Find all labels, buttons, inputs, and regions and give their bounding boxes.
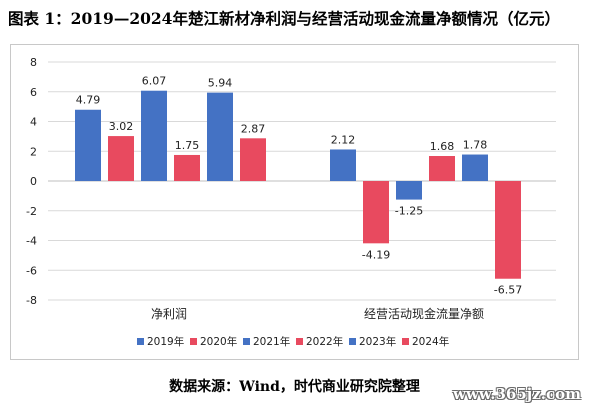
bar	[108, 136, 134, 181]
bar	[330, 149, 356, 181]
legend-label: 2023年	[359, 335, 396, 348]
data-label: 5.94	[208, 77, 233, 90]
legend-swatch	[296, 338, 303, 345]
data-label: 2.12	[331, 133, 356, 146]
bar	[240, 138, 266, 181]
data-label: -4.19	[362, 248, 390, 261]
y-tick-label: 2	[30, 145, 37, 158]
data-label: 1.68	[430, 140, 455, 153]
bar-chart: -8 -6 -4 -2 0 2 4 6 8 4.79 2.12 3.02 -4.19 6.07 -1.25 1…	[26, 56, 556, 348]
watermark: www.365jz.com	[453, 385, 581, 403]
bar	[75, 109, 101, 181]
data-label: -6.57	[494, 284, 522, 297]
bar	[363, 181, 389, 244]
legend-label: 2024年	[412, 335, 449, 348]
legend-swatch	[349, 338, 356, 345]
y-tick-label: -8	[26, 294, 37, 307]
y-tick-label: -6	[26, 264, 37, 277]
category-label: 净利润	[151, 307, 187, 321]
source-note: 数据来源：Wind，时代商业研究院整理	[169, 379, 420, 395]
legend-label: 2021年	[253, 335, 290, 348]
bar	[495, 181, 521, 279]
chart-frame	[10, 44, 579, 360]
data-label: 1.78	[463, 139, 488, 152]
legend-swatch	[402, 338, 409, 345]
data-label: 2.87	[241, 122, 266, 135]
bar	[396, 181, 422, 200]
data-label: 4.79	[76, 94, 101, 107]
legend-swatch	[243, 338, 250, 345]
y-tick-label: -4	[26, 235, 37, 248]
data-label: 3.02	[109, 120, 134, 133]
y-tick-label: 6	[30, 86, 37, 99]
data-label: -1.25	[395, 205, 423, 218]
bar	[174, 154, 200, 181]
category-label: 经营活动现金流量净额	[364, 306, 484, 321]
y-tick-label: 4	[30, 116, 37, 129]
data-label: 1.75	[175, 139, 200, 152]
bar	[141, 90, 167, 181]
legend-swatch	[137, 338, 144, 345]
bar	[462, 154, 488, 181]
y-tick-label: 8	[30, 56, 37, 69]
legend-label: 2019年	[147, 335, 184, 348]
bar	[207, 92, 233, 181]
chart-title: 图表 1：2019—2024年楚江新材净利润与经营活动现金流量净额情况（亿元）	[8, 9, 560, 28]
bar	[429, 156, 455, 181]
y-tick-label: 0	[30, 175, 37, 188]
legend-label: 2020年	[200, 335, 237, 348]
legend-swatch	[190, 338, 197, 345]
data-label: 6.07	[142, 75, 167, 88]
y-tick-label: -2	[26, 205, 37, 218]
legend-label: 2022年	[306, 335, 343, 348]
